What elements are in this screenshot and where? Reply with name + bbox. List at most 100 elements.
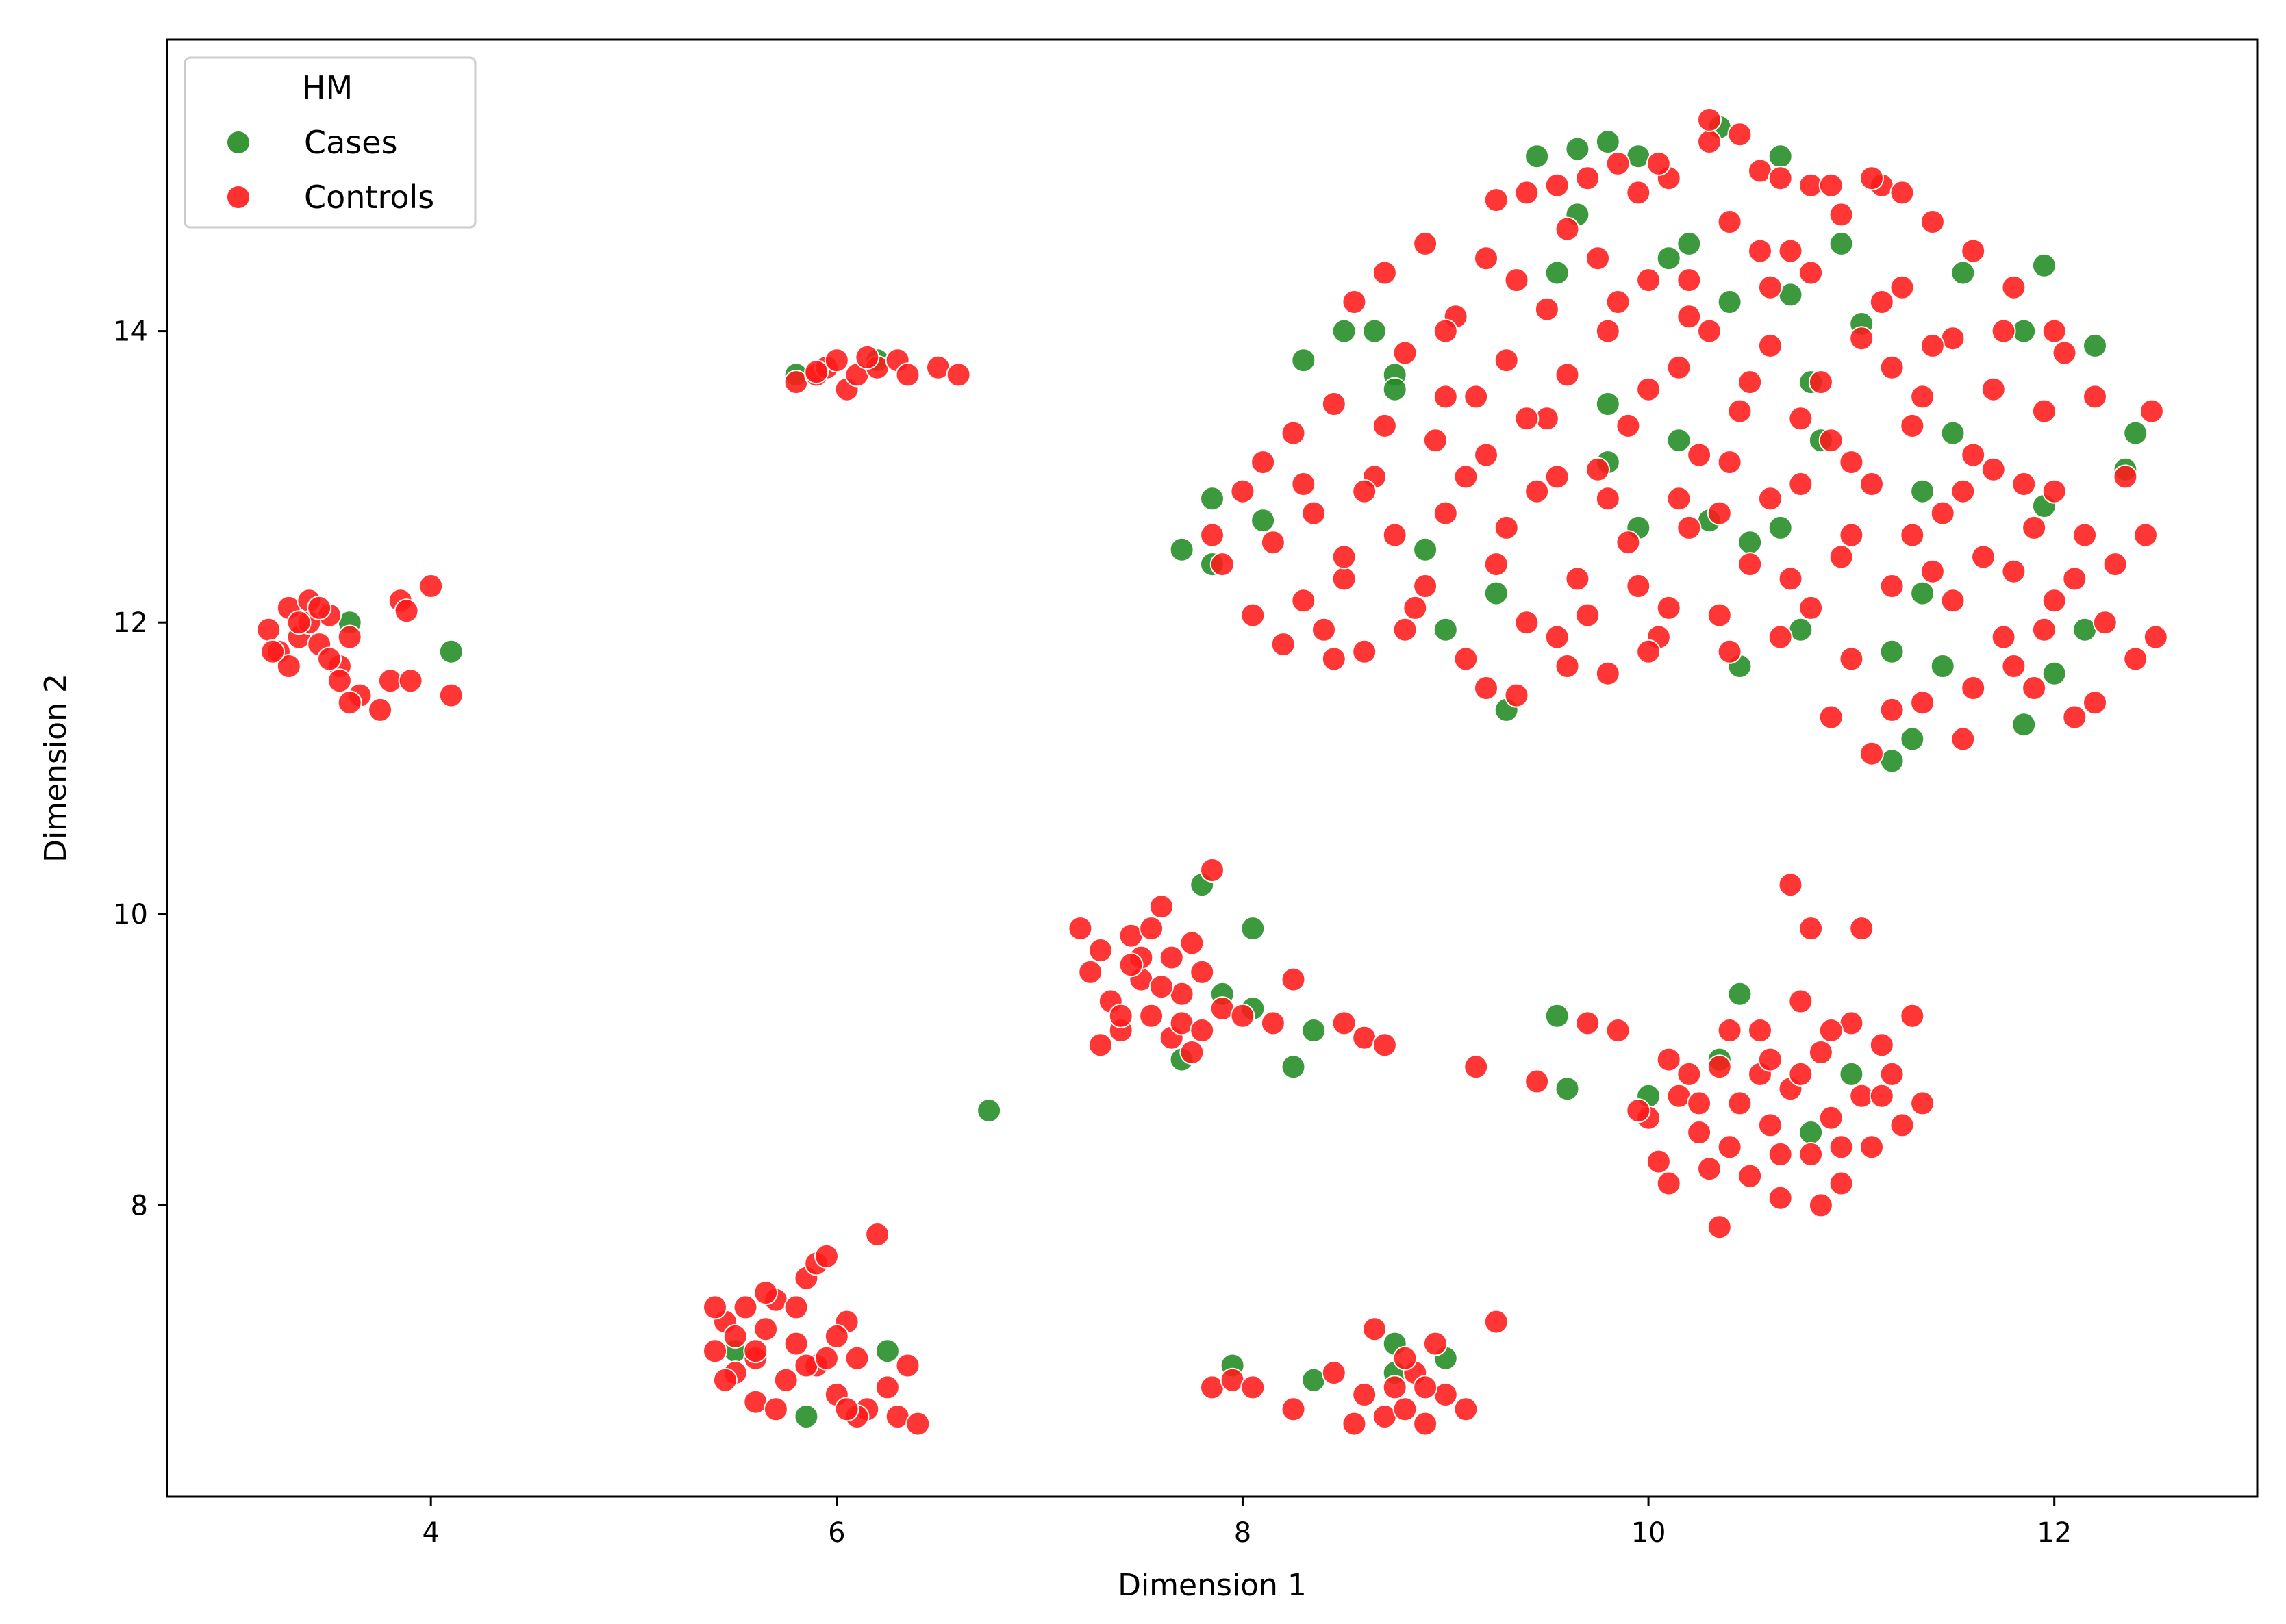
- point-controls: [2042, 318, 2067, 344]
- point-controls: [1961, 676, 1986, 700]
- point-cases: [1251, 508, 1276, 533]
- point-cases: [2011, 712, 2037, 737]
- point-controls: [1778, 872, 1803, 898]
- point-controls: [1757, 1047, 1783, 1072]
- point-controls: [1889, 275, 1915, 300]
- point-controls: [438, 683, 464, 708]
- point-controls: [875, 1375, 900, 1400]
- point-controls: [1778, 238, 1803, 264]
- point-controls: [1433, 500, 1458, 526]
- point-controls: [1666, 486, 1692, 511]
- point-controls: [1555, 654, 1580, 678]
- point-controls: [1849, 326, 1874, 351]
- legend-box: [184, 56, 477, 229]
- point-controls: [1656, 1047, 1681, 1072]
- point-controls: [1717, 210, 1742, 234]
- point-cases: [1331, 318, 1357, 344]
- point-controls: [1413, 574, 1438, 598]
- point-cases: [1291, 348, 1316, 373]
- point-controls: [1372, 413, 1397, 438]
- point-controls: [1626, 1098, 1651, 1124]
- point-cases: [1727, 981, 1753, 1006]
- point-controls: [1372, 1032, 1397, 1058]
- point-controls: [1555, 216, 1580, 242]
- point-cases: [1169, 537, 1194, 562]
- y-tick-label: 12: [113, 607, 148, 639]
- point-controls: [1321, 646, 1346, 672]
- legend-label-cases: Cases: [304, 124, 398, 161]
- point-cases: [1362, 318, 1387, 344]
- point-controls: [1727, 1091, 1753, 1116]
- point-controls: [1270, 632, 1296, 657]
- point-cases: [1950, 260, 1976, 286]
- point-controls: [260, 639, 286, 664]
- point-controls: [1605, 151, 1631, 176]
- point-controls: [1768, 624, 1793, 650]
- point-controls: [1362, 1317, 1387, 1342]
- point-controls: [1991, 624, 2016, 650]
- point-controls: [1646, 1149, 1671, 1174]
- point-controls: [1504, 683, 1529, 708]
- point-controls: [1575, 166, 1600, 191]
- point-controls: [1474, 442, 1498, 468]
- point-controls: [1260, 1011, 1285, 1036]
- point-cases: [1900, 726, 1925, 752]
- point-controls: [1382, 1375, 1407, 1400]
- point-controls: [1534, 296, 1559, 322]
- point-controls: [1879, 697, 1905, 722]
- point-controls: [1413, 1411, 1438, 1436]
- point-controls: [1331, 1011, 1357, 1036]
- point-controls: [1514, 610, 1540, 635]
- x-tick-label: 12: [2037, 1517, 2072, 1549]
- point-controls: [753, 1280, 779, 1306]
- point-controls: [1555, 362, 1580, 388]
- point-controls: [2031, 398, 2057, 424]
- point-controls: [1697, 107, 1722, 132]
- point-controls: [1808, 1040, 1833, 1065]
- point-controls: [1808, 370, 1833, 395]
- point-controls: [1646, 151, 1671, 176]
- point-controls: [2001, 654, 2026, 678]
- point-controls: [1392, 1345, 1418, 1371]
- point-controls: [1757, 1113, 1783, 1138]
- point-controls: [1879, 574, 1905, 598]
- point-controls: [368, 697, 393, 722]
- point-controls: [1930, 500, 1955, 526]
- point-cases: [2042, 661, 2067, 686]
- point-controls: [1879, 355, 1905, 380]
- point-controls: [1616, 530, 1641, 555]
- point-controls: [1483, 552, 1509, 577]
- point-controls: [895, 362, 920, 388]
- point-controls: [1981, 377, 2006, 402]
- point-controls: [1768, 1141, 1793, 1167]
- point-controls: [1707, 500, 1732, 526]
- point-controls: [1088, 938, 1113, 963]
- point-controls: [1676, 515, 1702, 540]
- point-controls: [1392, 1397, 1418, 1422]
- point-controls: [1707, 1054, 1732, 1080]
- point-cases: [1281, 1054, 1306, 1080]
- point-cases: [1717, 290, 1742, 314]
- point-cases: [438, 639, 464, 664]
- point-controls: [2102, 552, 2128, 577]
- point-controls: [1352, 639, 1377, 664]
- point-controls: [1829, 1171, 1854, 1196]
- point-controls: [1717, 639, 1742, 664]
- point-controls: [1301, 500, 1327, 526]
- point-controls: [1230, 1003, 1255, 1028]
- point-controls: [1544, 624, 1570, 650]
- point-controls: [1818, 705, 1844, 730]
- point-controls: [1778, 566, 1803, 592]
- point-controls: [1342, 1411, 1367, 1436]
- legend-title: HM: [302, 69, 353, 106]
- point-controls: [743, 1338, 768, 1364]
- point-controls: [398, 668, 423, 694]
- point-controls: [2001, 275, 2026, 300]
- point-controls: [1656, 595, 1681, 620]
- point-controls: [1230, 479, 1255, 504]
- point-controls: [1889, 180, 1915, 205]
- point-controls: [1524, 479, 1550, 504]
- point-controls: [394, 598, 419, 624]
- point-controls: [337, 690, 362, 715]
